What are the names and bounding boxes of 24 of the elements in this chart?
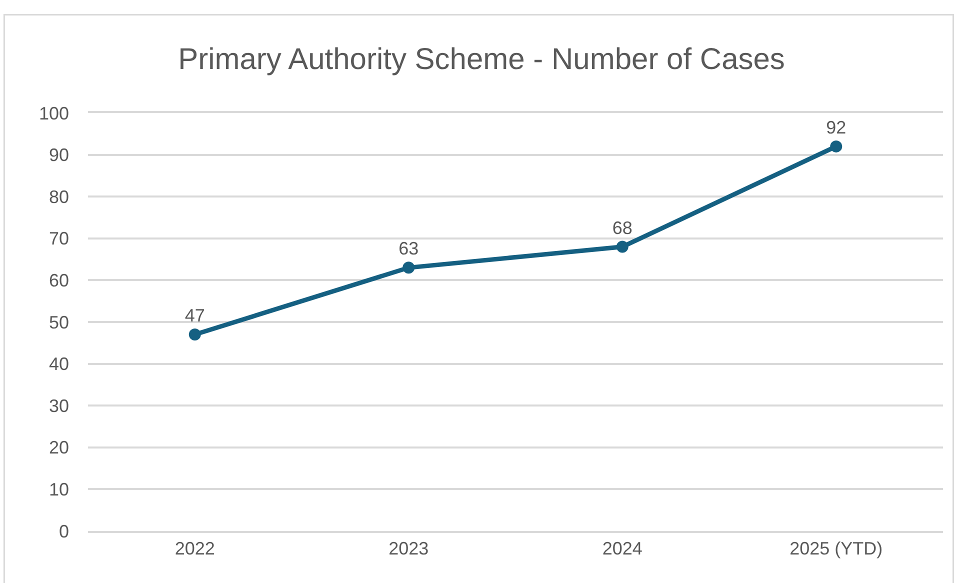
data-label: 63 [398, 238, 419, 259]
x-tick-label: 2025 (YTD) [790, 538, 883, 558]
x-tick-label: 2022 [174, 538, 215, 558]
y-tick-label: 90 [48, 145, 69, 166]
data-label: 47 [184, 306, 205, 326]
y-tick-label: 10 [48, 480, 69, 500]
y-tick-label: 20 [48, 438, 69, 458]
y-tick-label: 70 [48, 228, 69, 249]
y-tick-label: 40 [48, 354, 69, 374]
y-tick-label: 30 [48, 396, 69, 416]
y-tick-label: 0 [58, 521, 69, 542]
data-label: 68 [612, 218, 632, 238]
x-tick-label: 2023 [388, 538, 429, 558]
y-tick-label: 60 [48, 270, 69, 290]
point [830, 140, 842, 152]
data-label: 92 [826, 117, 846, 138]
y-tick-label: 100 [38, 103, 69, 124]
chart-title: Primary Authority Scheme - Number of Cases [178, 42, 785, 76]
x-tick-label: 2024 [602, 538, 642, 558]
point [402, 262, 415, 274]
point [616, 240, 628, 253]
y-tick-label: 80 [48, 186, 69, 207]
point [188, 328, 201, 341]
y-tick-label: 50 [48, 312, 69, 332]
